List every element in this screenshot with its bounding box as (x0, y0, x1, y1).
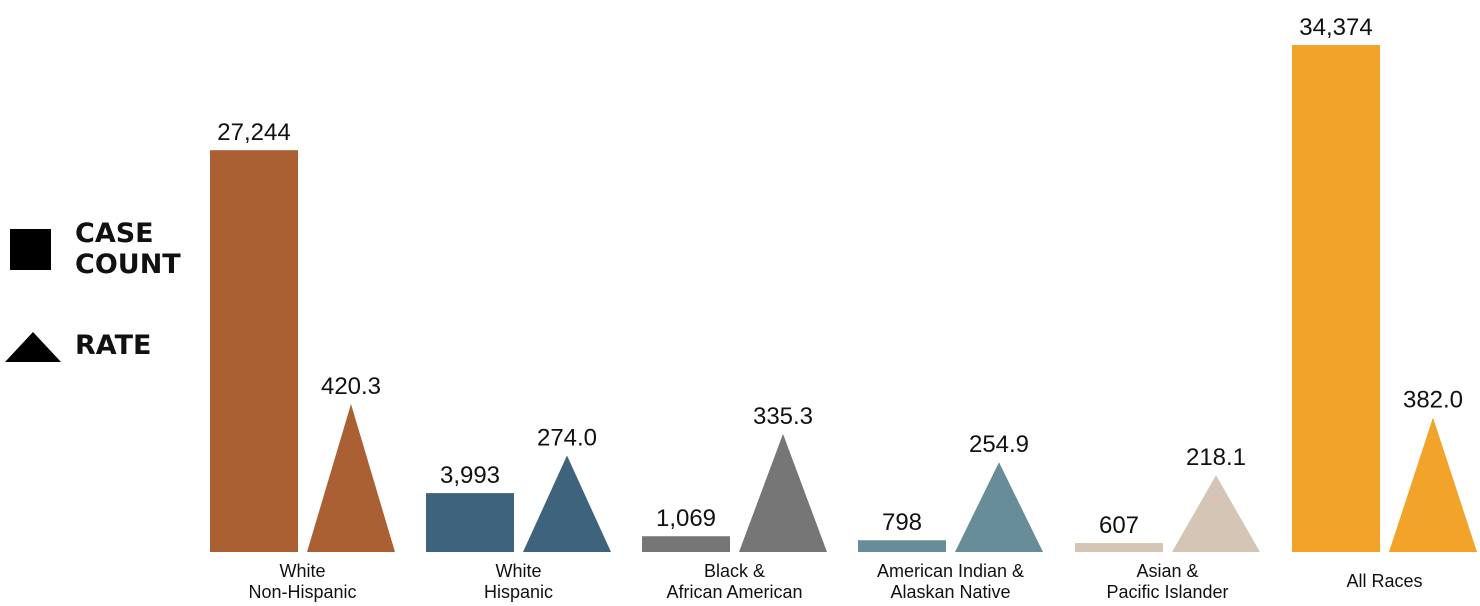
category-label: Black & (704, 561, 765, 581)
rate-value-label: 382.0 (1403, 386, 1463, 413)
legend-label-rate: RATE (75, 329, 152, 361)
rate-triangle (1172, 475, 1260, 552)
legend-label-case-count: CASE COUNT (75, 218, 181, 280)
rate-value-label: 420.3 (321, 373, 381, 400)
rate-value-label: 335.3 (753, 403, 813, 430)
category-label: African American (666, 582, 802, 602)
count-bar (858, 540, 946, 552)
rate-triangle (307, 404, 395, 552)
triangle-icon (5, 332, 61, 362)
category-label: American Indian & (877, 561, 1024, 581)
count-value-label: 34,374 (1299, 14, 1372, 41)
rate-triangle (1389, 417, 1477, 552)
category-label: Hispanic (484, 582, 553, 602)
category-label: Pacific Islander (1106, 582, 1228, 602)
category-label: White (495, 561, 541, 581)
category-label: White (279, 561, 325, 581)
category-label: Alaskan Native (890, 582, 1010, 602)
count-value-label: 1,069 (656, 505, 716, 532)
category-label: All Races (1346, 571, 1422, 591)
count-bar (1292, 45, 1380, 552)
count-value-label: 27,244 (217, 119, 290, 146)
rate-value-label: 274.0 (537, 425, 597, 452)
legend: CASE COUNT RATE (0, 0, 200, 400)
legend-item-case-count: CASE COUNT (10, 218, 181, 280)
rate-value-label: 254.9 (969, 431, 1029, 458)
rate-triangle (739, 433, 827, 552)
square-icon (10, 228, 51, 270)
legend-item-rate: RATE (5, 329, 152, 362)
count-bar (642, 536, 730, 552)
rate-triangle (955, 462, 1043, 552)
category-label: Non-Hispanic (248, 582, 356, 602)
count-bar (210, 150, 298, 553)
count-bar (426, 493, 514, 552)
rate-value-label: 218.1 (1186, 444, 1246, 471)
rate-triangle (523, 455, 611, 552)
count-value-label: 3,993 (440, 462, 500, 489)
count-value-label: 798 (882, 509, 922, 536)
count-bar (1075, 543, 1163, 552)
count-value-label: 607 (1099, 512, 1139, 539)
category-label: Asian & (1136, 561, 1198, 581)
